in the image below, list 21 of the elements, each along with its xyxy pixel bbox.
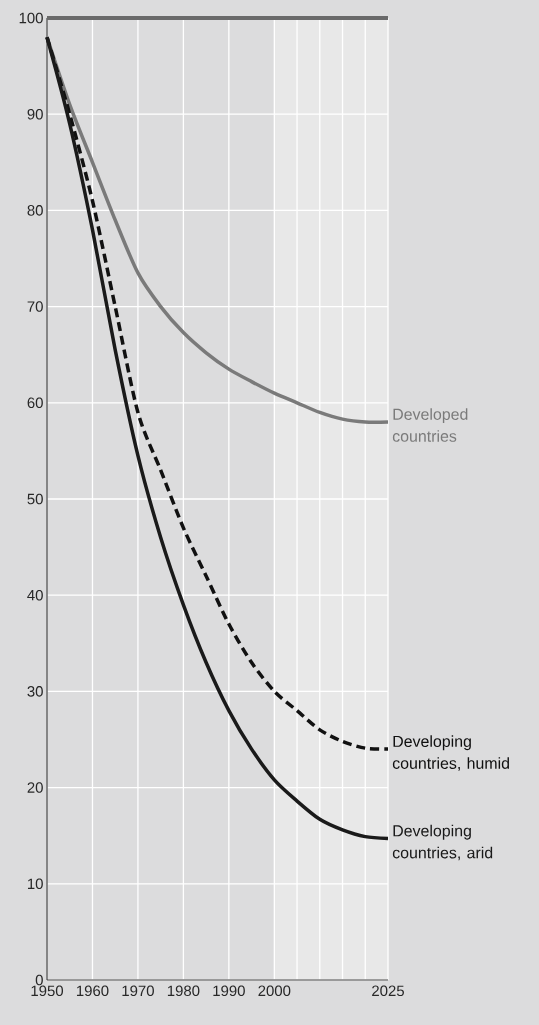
y-tick-label: 70 xyxy=(27,301,43,312)
x-tick-label: 1990 xyxy=(213,985,245,997)
x-tick-label: 2000 xyxy=(258,985,291,997)
y-tick-label: 0 xyxy=(35,974,43,986)
y-tick-label: 60 xyxy=(27,397,43,409)
series-label: Developing countries, arid xyxy=(392,824,493,861)
y-tick-label: 50 xyxy=(27,493,43,505)
series-label: Developing countries, humid xyxy=(392,735,509,771)
y-tick-label: 100 xyxy=(19,12,43,24)
y-tick-label: 30 xyxy=(27,686,43,697)
x-tick-label: 1950 xyxy=(31,985,64,997)
y-tick-label: 10 xyxy=(28,878,43,890)
y-tick-label: 90 xyxy=(27,108,43,120)
y-tick-label: 40 xyxy=(27,589,43,601)
y-tick-label: 20 xyxy=(27,782,43,793)
y-tick-label: 80 xyxy=(27,205,43,216)
x-tick-label: 1970 xyxy=(122,985,154,997)
series-label: Developed countries xyxy=(392,408,468,442)
x-tick-label: 2025 xyxy=(372,985,404,997)
x-tick-label: 1980 xyxy=(167,985,200,997)
x-tick-label: 1960 xyxy=(76,985,109,997)
